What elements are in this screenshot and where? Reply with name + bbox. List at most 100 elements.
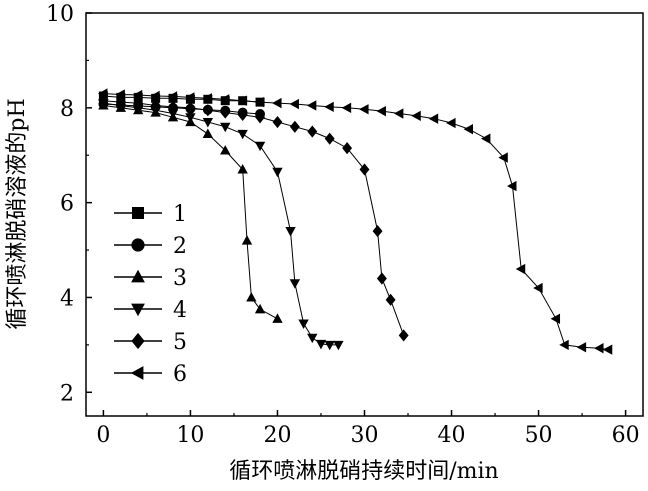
data-point <box>219 94 230 105</box>
data-point <box>202 117 214 128</box>
data-point <box>289 120 300 133</box>
data-point <box>254 96 265 108</box>
data-point <box>428 113 439 124</box>
data-point <box>298 319 309 329</box>
data-point <box>341 102 352 113</box>
data-point <box>167 109 179 119</box>
data-point <box>150 90 160 102</box>
data-point <box>220 145 231 155</box>
data-point <box>272 167 283 178</box>
data-point <box>255 111 266 124</box>
data-point <box>393 108 404 119</box>
data-point <box>237 164 248 174</box>
data-point <box>550 313 561 324</box>
data-point <box>220 106 231 119</box>
data-point <box>515 263 526 275</box>
data-point <box>446 117 456 129</box>
legend-marker <box>131 332 145 350</box>
legend-marker <box>131 238 145 252</box>
data-point <box>220 122 231 133</box>
data-point <box>150 99 161 112</box>
data-point <box>185 113 196 123</box>
data-point <box>202 104 213 117</box>
legend-label: 4 <box>173 298 187 323</box>
x-tick-label: 50 <box>525 423 553 448</box>
series-line-1 <box>103 95 261 103</box>
data-point <box>272 97 282 109</box>
legend-marker <box>132 207 144 219</box>
series-5 <box>98 94 409 342</box>
data-point <box>237 129 248 140</box>
series-line-2 <box>103 103 261 115</box>
legend-label: 1 <box>173 202 187 227</box>
data-point <box>559 339 569 351</box>
data-point <box>411 110 421 122</box>
data-point <box>168 100 178 113</box>
data-point <box>333 340 344 351</box>
data-point <box>272 115 283 129</box>
data-point <box>385 293 396 306</box>
legend: 1 2 3 4 5 6 <box>114 202 187 387</box>
x-tick-label: 0 <box>96 423 110 448</box>
data-point <box>202 93 212 104</box>
data-point <box>498 152 508 163</box>
data-point <box>289 98 299 110</box>
data-point <box>507 180 517 192</box>
data-point <box>237 95 247 106</box>
data-point <box>285 227 296 237</box>
series-3 <box>98 100 283 323</box>
plot-frame <box>85 12 644 417</box>
legend-marker <box>130 366 144 380</box>
x-tick-label: 40 <box>438 423 466 448</box>
data-point <box>132 89 143 101</box>
data-point <box>324 340 335 351</box>
x-tick-label: 20 <box>263 423 291 448</box>
y-axis-label: 循环喷淋脱硝溶液的pH <box>5 98 30 329</box>
y-tick-label: 8 <box>60 97 74 122</box>
data-point <box>237 108 248 122</box>
data-point <box>324 101 334 113</box>
legend-label: 3 <box>173 266 187 291</box>
data-point <box>576 342 587 353</box>
x-tick-label: 10 <box>176 423 204 448</box>
data-point <box>463 123 473 135</box>
data-point <box>272 313 283 323</box>
data-point <box>289 279 301 289</box>
legend-label: 2 <box>173 234 187 259</box>
legend-marker <box>131 269 145 283</box>
legend-item: 6 <box>114 362 187 387</box>
legend-item: 5 <box>114 330 187 355</box>
series-4 <box>98 99 344 351</box>
x-tick-label: 30 <box>351 423 379 448</box>
legend-label: 5 <box>173 330 187 355</box>
data-point <box>376 272 387 285</box>
y-tick-label: 2 <box>60 381 74 406</box>
data-point <box>133 97 144 110</box>
data-point <box>359 163 370 176</box>
legend-item: 2 <box>114 234 187 259</box>
data-point <box>167 91 178 102</box>
data-point <box>480 133 491 144</box>
x-tick-label: 60 <box>612 423 640 448</box>
x-axis-label: 循环喷淋脱硝持续时间/min <box>229 459 498 484</box>
data-point <box>307 125 318 138</box>
data-point <box>307 333 318 344</box>
data-point <box>254 303 266 314</box>
legend-item: 4 <box>114 298 187 323</box>
y-tick-label: 4 <box>60 286 74 311</box>
data-point <box>376 105 386 117</box>
data-point <box>398 329 409 342</box>
y-tick-label: 6 <box>60 192 74 217</box>
data-point <box>315 339 327 350</box>
data-point <box>246 292 257 302</box>
legend-item: 1 <box>114 202 187 227</box>
data-point <box>185 92 195 103</box>
data-point <box>98 88 108 99</box>
series-6 <box>98 88 613 355</box>
data-point <box>359 104 369 115</box>
y-tick-label: 10 <box>46 2 74 27</box>
data-point <box>254 141 266 152</box>
legend-label: 6 <box>173 362 187 387</box>
data-point <box>594 343 604 354</box>
